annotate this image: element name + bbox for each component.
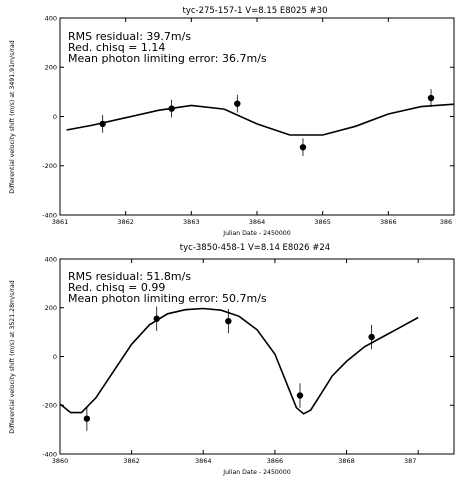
point-marker xyxy=(427,94,435,102)
y-tick-label: 400 xyxy=(45,14,57,22)
x-tick-label: 3865 xyxy=(314,218,331,226)
chart-title: tyc-3850-458-1 V=8.14 E8026 #24 xyxy=(180,243,330,253)
point-marker xyxy=(296,392,304,399)
x-tick-label: 386 xyxy=(440,218,452,226)
y-axis: -400 -200 0 200 400 xyxy=(42,14,454,219)
y-axis-label: Differential velocity shift (m/s) at 349… xyxy=(9,40,16,193)
data-point xyxy=(368,324,375,350)
data-point xyxy=(99,115,106,133)
x-tick-label: 3864 xyxy=(195,457,212,465)
x-tick-label: 3866 xyxy=(267,457,284,465)
x-axis: 3860 3862 3864 3866 3868 387 xyxy=(52,259,419,465)
point-marker xyxy=(153,315,160,322)
x-tick-label: 3862 xyxy=(117,218,134,226)
data-points xyxy=(99,89,435,157)
x-tick-label: 3861 xyxy=(52,218,69,226)
y-tick-label: -200 xyxy=(42,402,57,410)
data-point xyxy=(225,308,232,334)
point-marker xyxy=(168,105,175,112)
y-tick-label: -200 xyxy=(42,162,57,170)
point-marker xyxy=(299,144,307,151)
y-tick-label: 400 xyxy=(45,255,57,263)
rms-residual-annotation: RMS residual: 39.7m/s xyxy=(68,30,191,43)
x-tick-label: 3864 xyxy=(249,218,266,226)
y-tick-label: 200 xyxy=(45,64,57,72)
y-axis-label: Differential velocity shift (m/s) at 352… xyxy=(9,280,16,433)
photon-error-annotation: Mean photon limiting error: 50.7m/s xyxy=(68,292,267,305)
rms-residual-annotation: RMS residual: 51.8m/s xyxy=(68,270,191,283)
point-marker xyxy=(234,100,241,107)
data-point xyxy=(153,306,160,331)
x-axis: 3861 3862 3863 3864 3865 3866 386 xyxy=(52,18,455,226)
x-tick-label: 3860 xyxy=(52,457,69,465)
y-tick-label: 0 xyxy=(53,113,57,121)
x-axis-label: Julian Date - 2450000 xyxy=(222,230,290,237)
data-point xyxy=(296,383,304,408)
y-tick-label: -400 xyxy=(42,450,57,458)
data-point xyxy=(234,94,241,113)
data-point xyxy=(299,138,307,157)
chart-title: tyc-275-157-1 V=8.15 E8025 #30 xyxy=(182,6,327,16)
data-point xyxy=(427,89,435,107)
red-chisq-annotation: Red. chisq = 0.99 xyxy=(68,281,165,294)
x-tick-label: 3862 xyxy=(123,457,140,465)
x-tick-label: 3868 xyxy=(338,457,355,465)
point-marker xyxy=(99,120,106,128)
data-point xyxy=(83,406,91,431)
point-marker xyxy=(83,415,91,422)
x-axis-label: Julian Date - 2450000 xyxy=(222,469,290,476)
red-chisq-annotation: Red. chisq = 1.14 xyxy=(68,41,165,54)
chart-panel-2: tyc-3850-458-1 V=8.14 E8026 #24 -400 -200… xyxy=(9,243,455,476)
point-marker xyxy=(225,317,232,325)
data-point xyxy=(168,99,175,118)
fit-curve xyxy=(66,103,455,136)
photon-error-annotation: Mean photon limiting error: 36.7m/s xyxy=(68,52,267,65)
x-tick-label: 3866 xyxy=(380,218,397,226)
y-axis: -400 -200 0 200 400 xyxy=(42,255,454,458)
y-tick-label: 200 xyxy=(45,304,57,312)
fit-curve xyxy=(59,307,419,415)
x-tick-label: 387 xyxy=(404,457,416,465)
x-tick-label: 3863 xyxy=(183,218,200,226)
data-points xyxy=(83,306,375,431)
y-tick-label: -400 xyxy=(42,211,57,219)
chart-panel-1: tyc-275-157-1 V=8.15 E8025 #30 -400 -200 0… xyxy=(9,6,455,237)
y-tick-label: 0 xyxy=(53,353,57,361)
point-marker xyxy=(368,333,375,341)
